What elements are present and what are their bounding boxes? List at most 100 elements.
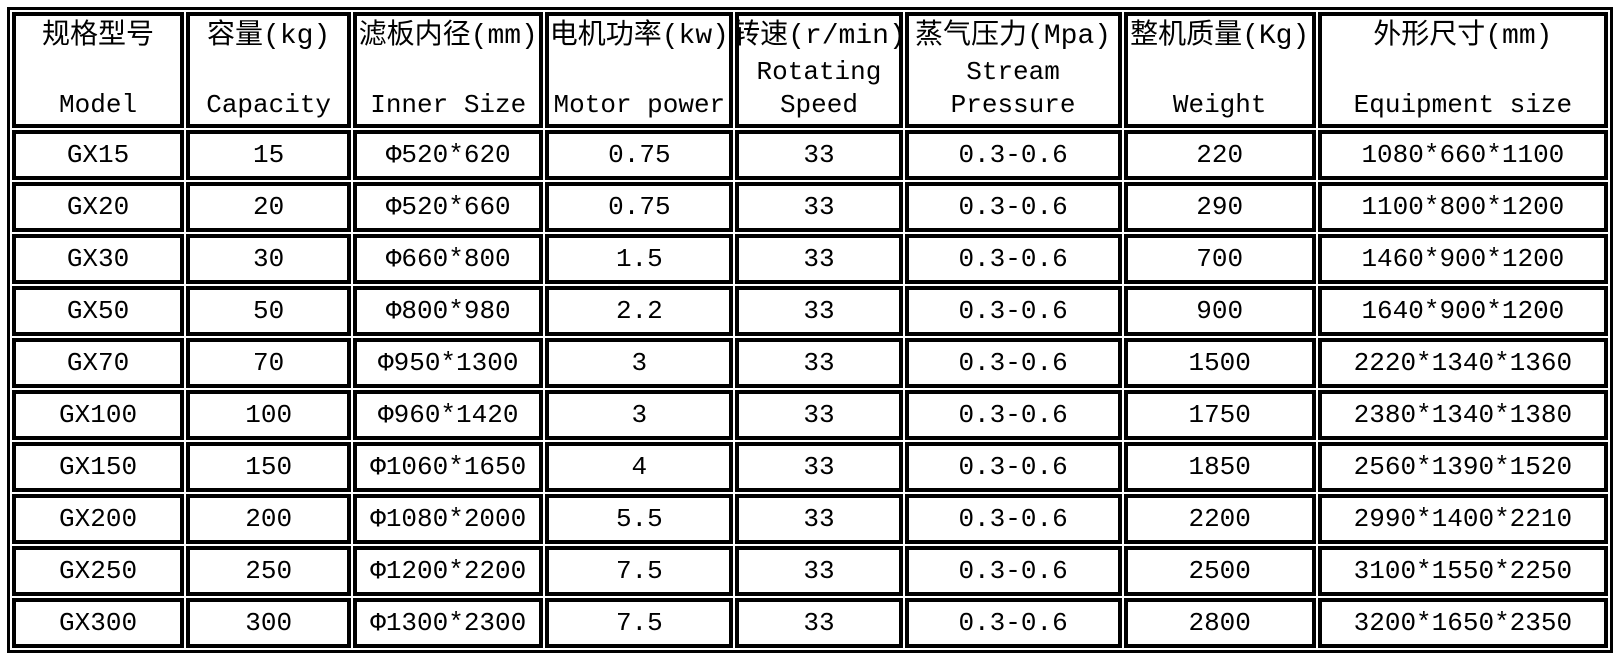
- cell-stream-pressure: 0.3-0.6: [904, 234, 1122, 284]
- table-row: GX100 100 Φ960*1420 3 33 0.3-0.6 1750 2380*1340…: [12, 390, 1608, 440]
- cell-inner-size: Φ950*1300: [353, 338, 544, 388]
- cell-capacity: 150: [186, 442, 352, 492]
- header-en-model: Model: [59, 89, 138, 120]
- cell-equipment-size: 1080*660*1100: [1317, 130, 1608, 180]
- cell-inner-size: Φ800*980: [353, 286, 544, 336]
- cell-capacity: 20: [186, 182, 352, 232]
- cell-motor-power: 0.75: [545, 182, 734, 232]
- header-content: 规格型号 Model: [16, 16, 180, 124]
- cell-weight: 1850: [1123, 442, 1316, 492]
- cell-capacity: 50: [186, 286, 352, 336]
- cell-motor-power: 3: [545, 338, 734, 388]
- cell-motor-power: 7.5: [545, 546, 734, 596]
- table-row: GX20 20 Φ520*660 0.75 33 0.3-0.6 290 1100*800*1…: [12, 182, 1608, 232]
- cell-model: GX50: [12, 286, 185, 336]
- header-content: 滤板内径(mm) Inner Size: [357, 16, 539, 124]
- cell-stream-pressure: 0.3-0.6: [904, 390, 1122, 440]
- table-row: GX300 300 Φ1300*2300 7.5 33 0.3-0.6 2800 3200*1…: [12, 598, 1608, 648]
- cell-weight: 290: [1123, 182, 1316, 232]
- header-en-inner-size: Inner Size: [370, 89, 527, 120]
- cell-motor-power: 0.75: [545, 130, 734, 180]
- cell-rotating-speed: 33: [735, 234, 903, 284]
- cell-model: GX70: [12, 338, 185, 388]
- cell-capacity: 100: [186, 390, 352, 440]
- column-header-motor-power: 电机功率(kw) Motor power: [545, 12, 734, 128]
- header-en-equipment-size: Equipment size: [1353, 89, 1573, 120]
- cell-capacity: 70: [186, 338, 352, 388]
- header-content: 电机功率(kw) Motor power: [549, 16, 729, 124]
- cell-inner-size: Φ660*800: [353, 234, 544, 284]
- header-zh-inner-size: 滤板内径(mm): [358, 21, 538, 52]
- cell-inner-size: Φ1200*2200: [353, 546, 544, 596]
- header-en-capacity: Capacity: [206, 89, 332, 120]
- header-content: 转速(r/min) Rotating Speed: [739, 16, 898, 124]
- cell-stream-pressure: 0.3-0.6: [904, 130, 1122, 180]
- cell-weight: 1750: [1123, 390, 1316, 440]
- cell-rotating-speed: 33: [735, 546, 903, 596]
- column-header-stream-pressure: 蒸气压力(Mpa) Stream Pressure: [904, 12, 1122, 128]
- column-header-inner-size: 滤板内径(mm) Inner Size: [353, 12, 544, 128]
- cell-motor-power: 5.5: [545, 494, 734, 544]
- cell-inner-size: Φ1060*1650: [353, 442, 544, 492]
- table-row: GX250 250 Φ1200*2200 7.5 33 0.3-0.6 2500 3100*1…: [12, 546, 1608, 596]
- table-row: GX150 150 Φ1060*1650 4 33 0.3-0.6 1850 2560*139…: [12, 442, 1608, 492]
- column-header-equipment-size: 外形尺寸(mm) Equipment size: [1317, 12, 1608, 128]
- cell-rotating-speed: 33: [735, 598, 903, 648]
- header-en-rotating-speed: Rotating Speed: [756, 57, 882, 120]
- header-zh-model: 规格型号: [42, 21, 155, 52]
- header-zh-capacity: 容量(kg): [207, 21, 331, 52]
- header-content: 蒸气压力(Mpa) Stream Pressure: [909, 16, 1118, 124]
- cell-model: GX200: [12, 494, 185, 544]
- cell-model: GX20: [12, 182, 185, 232]
- cell-model: GX300: [12, 598, 185, 648]
- cell-equipment-size: 1100*800*1200: [1317, 182, 1608, 232]
- cell-stream-pressure: 0.3-0.6: [904, 442, 1122, 492]
- cell-rotating-speed: 33: [735, 286, 903, 336]
- cell-motor-power: 3: [545, 390, 734, 440]
- header-content: 容量(kg) Capacity: [190, 16, 347, 124]
- cell-motor-power: 7.5: [545, 598, 734, 648]
- header-zh-motor-power: 电机功率(kw): [549, 21, 729, 52]
- cell-motor-power: 1.5: [545, 234, 734, 284]
- cell-model: GX30: [12, 234, 185, 284]
- header-content: 整机质量(Kg) Weight: [1128, 16, 1312, 124]
- cell-equipment-size: 1460*900*1200: [1317, 234, 1608, 284]
- header-zh-equipment-size: 外形尺寸(mm): [1373, 21, 1553, 52]
- cell-inner-size: Φ1300*2300: [353, 598, 544, 648]
- cell-rotating-speed: 33: [735, 182, 903, 232]
- cell-weight: 700: [1123, 234, 1316, 284]
- column-header-rotating-speed: 转速(r/min) Rotating Speed: [735, 12, 903, 128]
- cell-stream-pressure: 0.3-0.6: [904, 338, 1122, 388]
- table-row: GX15 15 Φ520*620 0.75 33 0.3-0.6 220 1080*660*1…: [12, 130, 1608, 180]
- table-row: GX70 70 Φ950*1300 3 33 0.3-0.6 1500 2220*1340*1…: [12, 338, 1608, 388]
- header-row: 规格型号 Model 容量(kg) Capacity 滤板内径(mm) Inner Siz…: [12, 12, 1608, 128]
- cell-motor-power: 4: [545, 442, 734, 492]
- cell-equipment-size: 2560*1390*1520: [1317, 442, 1608, 492]
- column-header-capacity: 容量(kg) Capacity: [186, 12, 352, 128]
- table-row: GX50 50 Φ800*980 2.2 33 0.3-0.6 900 1640*900*12…: [12, 286, 1608, 336]
- cell-equipment-size: 1640*900*1200: [1317, 286, 1608, 336]
- cell-rotating-speed: 33: [735, 338, 903, 388]
- cell-inner-size: Φ1080*2000: [353, 494, 544, 544]
- header-content: 外形尺寸(mm) Equipment size: [1322, 16, 1604, 124]
- cell-weight: 2200: [1123, 494, 1316, 544]
- cell-weight: 2500: [1123, 546, 1316, 596]
- cell-rotating-speed: 33: [735, 442, 903, 492]
- header-en-motor-power: Motor power: [553, 89, 726, 120]
- cell-model: GX150: [12, 442, 185, 492]
- cell-weight: 1500: [1123, 338, 1316, 388]
- header-en-weight: Weight: [1172, 89, 1267, 120]
- cell-equipment-size: 3100*1550*2250: [1317, 546, 1608, 596]
- header-zh-weight: 整机质量(Kg): [1130, 21, 1310, 52]
- cell-model: GX100: [12, 390, 185, 440]
- cell-rotating-speed: 33: [735, 130, 903, 180]
- cell-stream-pressure: 0.3-0.6: [904, 494, 1122, 544]
- cell-motor-power: 2.2: [545, 286, 734, 336]
- cell-stream-pressure: 0.3-0.6: [904, 182, 1122, 232]
- cell-weight: 220: [1123, 130, 1316, 180]
- cell-equipment-size: 2220*1340*1360: [1317, 338, 1608, 388]
- column-header-weight: 整机质量(Kg) Weight: [1123, 12, 1316, 128]
- cell-inner-size: Φ520*660: [353, 182, 544, 232]
- cell-capacity: 250: [186, 546, 352, 596]
- header-en-stream-pressure: Stream Pressure: [950, 57, 1076, 120]
